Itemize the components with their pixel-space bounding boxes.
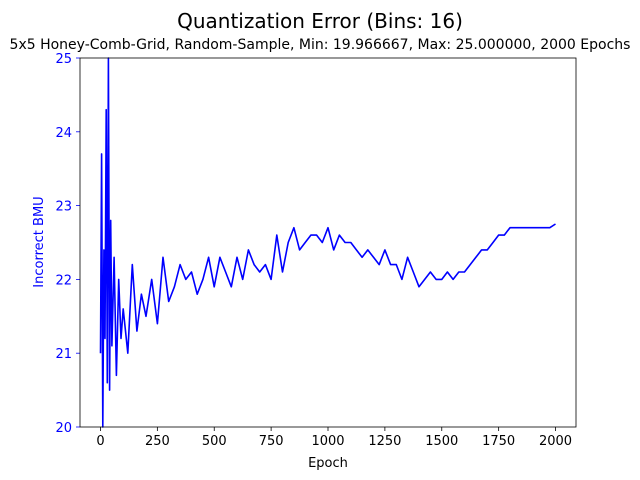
chart-subtitle: 5x5 Honey-Comb-Grid, Random-Sample, Min:… <box>10 37 631 53</box>
x-axis-label: Epoch <box>308 456 348 471</box>
x-tick-label-1250: 1250 <box>368 434 401 449</box>
chart-title: Quantization Error (Bins: 16) <box>177 9 463 33</box>
x-tick-label-1500: 1500 <box>425 434 458 449</box>
x-tick-label-250: 250 <box>145 434 170 449</box>
y-tick-label-20: 20 <box>55 421 72 436</box>
y-axis-label: Incorrect BMU <box>32 196 47 287</box>
x-tick-label-1750: 1750 <box>482 434 515 449</box>
x-tick-label-750: 750 <box>259 434 284 449</box>
y-tick-label-24: 24 <box>55 126 72 141</box>
axes-frame <box>79 57 577 428</box>
y-tick-label-22: 22 <box>55 273 72 288</box>
x-tick-label-0: 0 <box>96 434 104 449</box>
y-tick-label-21: 21 <box>55 347 72 362</box>
y-tick-label-25: 25 <box>55 52 72 67</box>
y-tick-label-23: 23 <box>55 200 72 215</box>
x-tick-label-2000: 2000 <box>539 434 572 449</box>
plot-area: 0 250 500 750 1000 1250 1500 1750 2000 20 21 22 23 24… <box>55 52 577 449</box>
x-tick-label-500: 500 <box>202 434 227 449</box>
series-line-0 <box>99 57 556 428</box>
x-tick-label-1000: 1000 <box>311 434 344 449</box>
